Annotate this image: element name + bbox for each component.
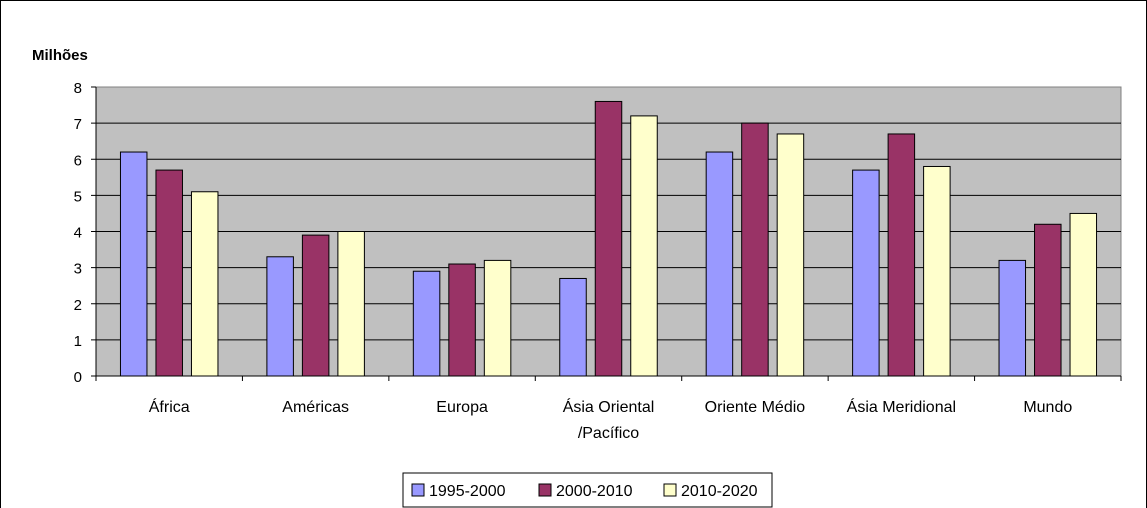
bar-2010-2020 (190, 191, 219, 377)
legend: 1995-2000 2000-2010 2010-2020 (402, 472, 773, 508)
legend-box (402, 472, 773, 508)
y-tick-label: 1 (74, 333, 82, 350)
bar-2010-2020 (923, 165, 951, 377)
bar-1995-2000 (119, 151, 148, 377)
bars (119, 100, 1098, 377)
y-tick-label: 0 (74, 369, 82, 386)
legend-swatch (411, 483, 425, 497)
bar-2000-2010 (741, 122, 769, 377)
y-tick-label: 6 (74, 152, 82, 169)
x-tick-label: Ásia Oriental (563, 397, 655, 416)
y-axis-label: Milhões (32, 47, 88, 64)
x-tick-label: África (149, 397, 190, 416)
x-tick-label: /Pacífico (578, 425, 639, 442)
bar-1995-2000 (412, 270, 441, 377)
bar-2000-2010 (887, 133, 916, 377)
legend-label: 1995-2000 (429, 483, 506, 500)
bar-2000-2010 (155, 169, 183, 377)
x-tick-label: Oriente Médio (705, 399, 806, 416)
y-tick-label: 3 (74, 261, 82, 278)
x-tick-label: Américas (282, 399, 349, 416)
y-tick-label: 7 (74, 116, 82, 133)
x-axis: África Américas Europa Ásia Oriental/Pacífi… (95, 375, 1122, 442)
legend-label: 2000-2010 (556, 483, 633, 500)
bar-2010-2020 (1069, 212, 1098, 377)
legend-swatch (538, 483, 552, 497)
bar-1995-2000 (266, 256, 294, 377)
y-axis-ticks: 0 1 2 3 4 5 6 7 8 (74, 80, 97, 386)
legend-swatch (663, 483, 677, 497)
bar-1995-2000 (998, 259, 1027, 377)
bar-2010-2020 (776, 133, 805, 377)
y-tick-label: 8 (74, 80, 82, 97)
y-tick-label: 5 (74, 188, 82, 205)
bar-1995-2000 (852, 169, 880, 377)
bar-1995-2000 (705, 151, 734, 377)
y-tick-label: 4 (74, 225, 82, 242)
y-tick-label: 2 (74, 297, 82, 314)
bar-2000-2010 (594, 100, 623, 377)
x-tick-label: Mundo (1023, 399, 1072, 416)
bar-2000-2010 (1034, 223, 1062, 377)
bar-2010-2020 (630, 115, 658, 377)
legend-label: 2010-2020 (681, 483, 758, 500)
bar-2000-2010 (448, 263, 476, 377)
bar-2010-2020 (337, 231, 365, 377)
bar-1995-2000 (559, 277, 587, 377)
bar-2010-2020 (483, 259, 512, 377)
x-tick-label: Europa (436, 399, 488, 416)
x-tick-label: Ásia Meridional (847, 397, 956, 416)
bar-2000-2010 (301, 234, 330, 377)
